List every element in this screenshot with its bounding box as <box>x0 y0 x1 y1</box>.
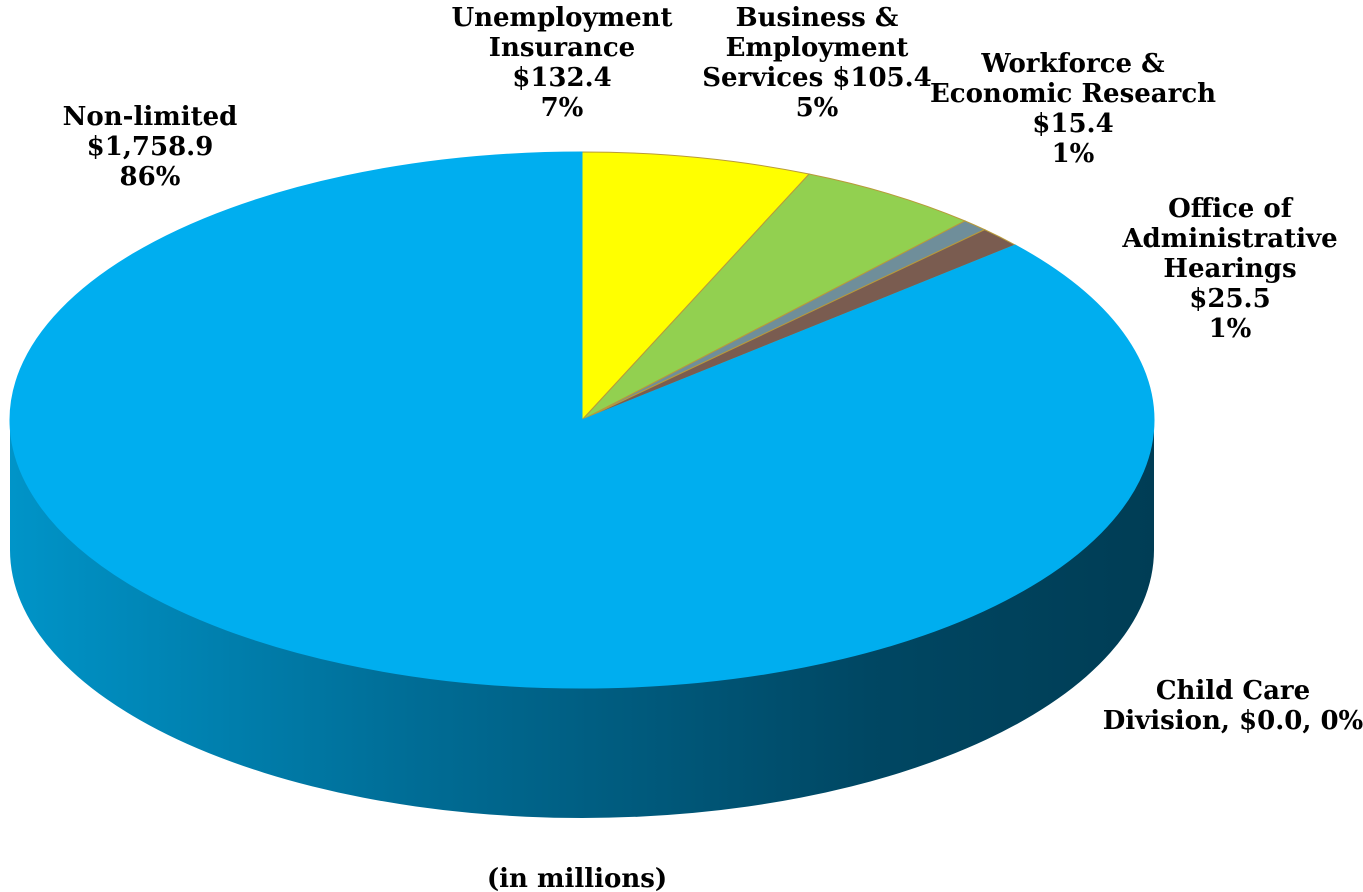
slice-label-line: Child Care <box>1156 676 1310 706</box>
slice-business-employment-services <box>581 173 967 421</box>
pie-side-wall <box>10 420 1154 818</box>
slice-label-line: $132.4 <box>512 63 612 93</box>
slice-label-line: Administrative <box>1121 224 1337 254</box>
slice-label-line: 5% <box>796 93 839 123</box>
slice-label-line: Non-limited <box>63 102 238 132</box>
slice-label-line: $25.5 <box>1189 284 1270 314</box>
slice-label-non-limited: Non-limited $1,758.9 86% <box>63 102 238 192</box>
slice-label-line: $1,758.9 <box>87 132 214 162</box>
slice-label-line: Insurance <box>489 33 635 63</box>
slice-label-line: Workforce & <box>980 49 1164 79</box>
slice-label-business-employment-services: Business & Employment Services $105.4 5% <box>702 3 932 123</box>
slice-label-line: Hearings <box>1163 254 1296 284</box>
slice-label-line: 1% <box>1209 314 1252 344</box>
slice-label-line: 86% <box>120 162 181 192</box>
slice-label-line: Services $105.4 <box>702 63 932 93</box>
slice-side-non-limited <box>10 420 1154 818</box>
pie-top-face <box>9 151 1155 689</box>
slice-label-line: Division, $0.0, 0% <box>1103 706 1363 736</box>
units-note: (in millions) <box>487 864 667 892</box>
slice-label-child-care-division: Child Care Division, $0.0, 0% <box>1103 676 1363 736</box>
slice-label-line: Business & <box>736 3 899 33</box>
slice-non-limited <box>9 151 1155 689</box>
slice-label-line: 1% <box>1052 139 1095 169</box>
slice-label-line: Economic Research <box>930 79 1216 109</box>
slice-label-workforce-economic-research: Workforce & Economic Research $15.4 1% <box>930 49 1216 169</box>
slice-label-office-of-administrative-hearings: Office of Administrative Hearings $25.5 1% <box>1121 194 1337 344</box>
slice-label-unemployment-insurance: Unemployment Insurance $132.4 7% <box>451 3 672 123</box>
slice-label-line: Employment <box>726 33 909 63</box>
slice-label-line: $15.4 <box>1032 109 1113 139</box>
slice-unemployment-insurance <box>581 151 811 422</box>
slice-label-line: 7% <box>541 93 584 123</box>
slice-label-line: Office of <box>1168 194 1294 224</box>
slice-label-line: Unemployment <box>451 3 672 33</box>
slice-labels: Unemployment Insurance $132.4 7%Business & E… <box>63 3 1363 736</box>
